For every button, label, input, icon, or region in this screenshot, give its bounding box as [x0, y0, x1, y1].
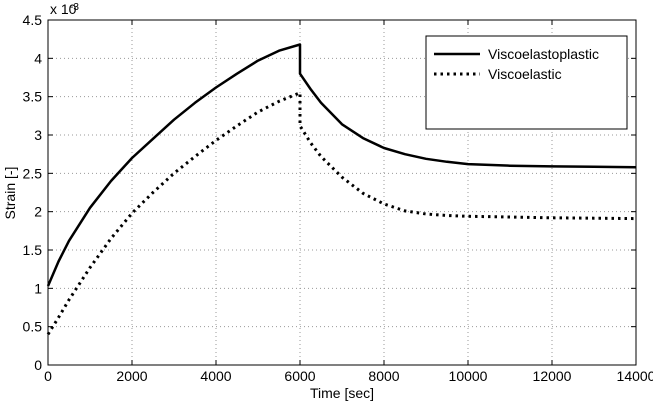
series-line-viscoelastoplastic	[46, 43, 637, 287]
x-axis-label: Time [sec]	[310, 385, 374, 401]
y-tick-label: 2	[34, 204, 42, 220]
y-tick-label: 0	[34, 357, 42, 373]
grid-lines	[48, 20, 636, 365]
y-tick-label: 0.5	[23, 319, 43, 335]
plot-frame	[47, 19, 637, 366]
x-tick-label: 12000	[533, 368, 572, 384]
x-tick-label: 6000	[284, 368, 315, 384]
x-tick-label: 14000	[617, 368, 653, 384]
y-tick-label: 1	[34, 280, 42, 296]
y-tick-label: 3	[34, 127, 42, 143]
x-tick-label: 0	[44, 368, 52, 384]
y-multiplier-base: x 10	[50, 1, 77, 17]
y-axis-label: Strain [-]	[2, 167, 18, 220]
legend-label-viscoelastic: Viscoelastic	[488, 66, 562, 82]
series-line-viscoelastic	[46, 91, 637, 336]
ticks-group: 0 2000 4000 6000 8000 10000 12000 14000 0 0.5 1 1.5…	[23, 12, 653, 384]
x-tick-label: 4000	[200, 368, 231, 384]
y-tick-label: 1.5	[23, 242, 43, 258]
x-tick-label: 10000	[449, 368, 488, 384]
y-tick-label: 2.5	[23, 165, 43, 181]
x-tick-label: 2000	[116, 368, 147, 384]
y-multiplier-exponent: -3	[70, 2, 79, 13]
y-tick-label: 4	[34, 50, 42, 66]
legend-box	[425, 35, 628, 130]
y-tick-label: 3.5	[23, 89, 43, 105]
legend: Viscoelastoplastic Viscoelastic	[425, 35, 628, 130]
y-tick-label: 4.5	[23, 12, 43, 28]
series-group	[46, 43, 637, 336]
x-tick-label: 8000	[368, 368, 399, 384]
legend-label-viscoelastoplastic: Viscoelastoplastic	[488, 46, 599, 62]
